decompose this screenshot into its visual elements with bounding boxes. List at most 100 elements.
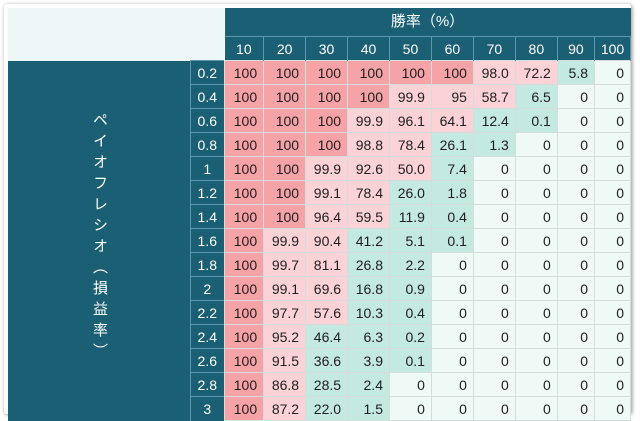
table-cell: 0 bbox=[472, 156, 516, 181]
table-cell: 0 bbox=[556, 132, 596, 157]
table-cell: 69.6 bbox=[305, 276, 349, 301]
table-cell: 0 bbox=[556, 396, 596, 421]
table-row: 0.4 100 100 100 100 99.9 95 58.7 6.5 0 0 bbox=[8, 84, 631, 109]
table-cell: 0 bbox=[514, 228, 558, 253]
table-cell: 92.6 bbox=[347, 156, 390, 181]
table-row: 3 100 87.2 22.0 1.5 0 0 0 0 0 0 bbox=[8, 396, 631, 421]
table-cell: 0 bbox=[514, 324, 558, 349]
table-cell: 0 bbox=[594, 132, 631, 157]
table-cell: 95 bbox=[430, 84, 474, 109]
table-cell: 0 bbox=[556, 276, 596, 301]
table-cell: 0 bbox=[514, 348, 558, 373]
table-cell: 0 bbox=[472, 180, 516, 205]
table-cell: 0.1 bbox=[430, 228, 474, 253]
table-cell: 0 bbox=[472, 204, 516, 229]
table-cell: 0 bbox=[594, 156, 631, 181]
table-cell: 41.2 bbox=[347, 228, 390, 253]
table-cell: 100 bbox=[223, 228, 265, 253]
table-cell: 100 bbox=[347, 60, 390, 85]
row-header: 1.6 bbox=[190, 228, 225, 253]
table-cell: 100 bbox=[223, 396, 265, 421]
table-cell: 6.5 bbox=[514, 84, 558, 109]
table-cell: 0 bbox=[556, 348, 596, 373]
table-cell: 91.5 bbox=[263, 348, 307, 373]
table-cell: 1.5 bbox=[347, 396, 390, 421]
table-cell: 0 bbox=[472, 372, 516, 397]
table-cell: 10.3 bbox=[347, 300, 390, 325]
table-cell: 87.2 bbox=[263, 396, 307, 421]
table-cell: 0 bbox=[430, 348, 474, 373]
table-cell: 26.0 bbox=[388, 180, 432, 205]
table-cell: 28.5 bbox=[305, 372, 349, 397]
column-header: 40 bbox=[347, 36, 390, 61]
table-cell: 0.2 bbox=[388, 324, 432, 349]
table-cell: 0 bbox=[472, 252, 516, 277]
table-row: 0.8 100 100 100 98.8 78.4 26.1 1.3 0 0 0 bbox=[8, 132, 631, 157]
table-cell: 12.4 bbox=[472, 108, 516, 133]
table-cell: 0 bbox=[430, 252, 474, 277]
table-cell: 100 bbox=[305, 132, 349, 157]
table-cell: 57.6 bbox=[305, 300, 349, 325]
table-row: 2.6 100 91.5 36.6 3.9 0.1 0 0 0 0 0 bbox=[8, 348, 631, 373]
table-cell: 97.7 bbox=[263, 300, 307, 325]
table-cell: 100 bbox=[305, 108, 349, 133]
table-cell: 0 bbox=[556, 84, 596, 109]
table-cell: 0 bbox=[594, 348, 631, 373]
table-cell: 100 bbox=[223, 276, 265, 301]
table-cell: 6.3 bbox=[347, 324, 390, 349]
table-cell: 0 bbox=[472, 396, 516, 421]
table-cell: 98.8 bbox=[347, 132, 390, 157]
table-cell: 0 bbox=[556, 180, 596, 205]
table-cell: 99.1 bbox=[305, 180, 349, 205]
table-cell: 0 bbox=[514, 276, 558, 301]
column-header: 70 bbox=[473, 36, 516, 61]
table-cell: 0.1 bbox=[388, 348, 432, 373]
column-header: 50 bbox=[389, 36, 432, 61]
table-cell: 0 bbox=[556, 156, 596, 181]
row-header: 0.4 bbox=[190, 84, 225, 109]
table-cell: 96.4 bbox=[305, 204, 349, 229]
table-cell: 100 bbox=[223, 204, 265, 229]
table-cell: 0 bbox=[594, 228, 631, 253]
table-cell: 0 bbox=[556, 324, 596, 349]
table-row: 1 100 100 99.9 92.6 50.0 7.4 0 0 0 0 bbox=[8, 156, 631, 181]
table-cell: 0 bbox=[556, 252, 596, 277]
table-cell: 0 bbox=[514, 132, 558, 157]
column-header: 20 bbox=[263, 36, 307, 61]
table-cell: 0 bbox=[388, 396, 432, 421]
table-cell: 7.4 bbox=[430, 156, 474, 181]
row-axis-title: ペイオフレシオ（損益率） bbox=[8, 60, 191, 421]
table-cell: 11.9 bbox=[388, 204, 432, 229]
table-cell: 59.5 bbox=[347, 204, 390, 229]
table-cell: 99.9 bbox=[347, 108, 390, 133]
table-cell: 22.0 bbox=[305, 396, 349, 421]
column-header: 60 bbox=[431, 36, 474, 61]
row-header: 2.6 bbox=[190, 348, 225, 373]
table-cell: 100 bbox=[223, 156, 265, 181]
column-header: 90 bbox=[557, 36, 596, 61]
table-cell: 26.8 bbox=[347, 252, 390, 277]
table-cell: 0 bbox=[594, 84, 631, 109]
table-cell: 100 bbox=[223, 348, 265, 373]
table-cell: 0.9 bbox=[388, 276, 432, 301]
table-cell: 16.8 bbox=[347, 276, 390, 301]
table-cell: 100 bbox=[263, 156, 307, 181]
table-cell: 0 bbox=[594, 324, 631, 349]
table-cell: 5.1 bbox=[388, 228, 432, 253]
table-cell: 0 bbox=[594, 204, 631, 229]
table-cell: 0 bbox=[594, 372, 631, 397]
table-cell: 0.4 bbox=[430, 204, 474, 229]
row-header: 0.6 bbox=[190, 108, 225, 133]
table-cell: 0 bbox=[514, 156, 558, 181]
column-header: 80 bbox=[515, 36, 558, 61]
table-cell: 0 bbox=[594, 180, 631, 205]
table-cell: 1.8 bbox=[430, 180, 474, 205]
table-cell: 100 bbox=[263, 60, 307, 85]
table-cell: 99.9 bbox=[305, 156, 349, 181]
table-cell: 50.0 bbox=[388, 156, 432, 181]
table-cell: 95.2 bbox=[263, 324, 307, 349]
table-row: 0.6 100 100 100 99.9 96.1 64.1 12.4 0.1 0 0 bbox=[8, 108, 631, 133]
table-cell: 78.4 bbox=[347, 180, 390, 205]
table-cell: 0 bbox=[472, 276, 516, 301]
table-cell: 58.7 bbox=[472, 84, 516, 109]
